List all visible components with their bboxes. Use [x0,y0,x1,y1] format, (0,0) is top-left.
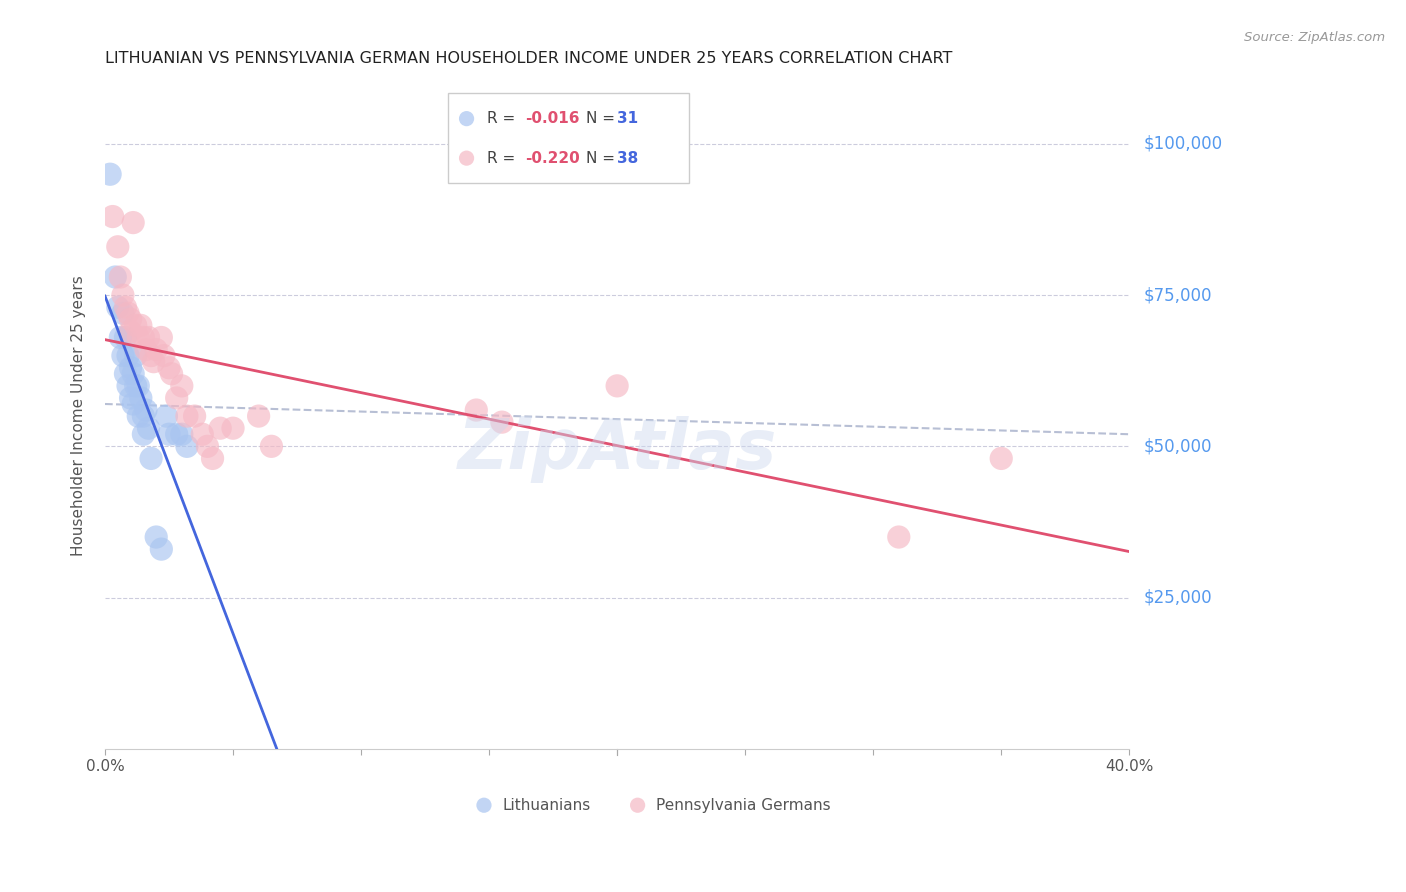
Point [117,306,139,320]
Point [150,542,173,557]
Point [155,409,177,423]
Point [209,421,232,435]
Point [98,167,121,181]
Point [138,421,160,435]
Point [120,360,142,375]
Point [197,439,219,453]
Point [127,379,149,393]
Point [107,300,129,314]
Point [990,451,1012,466]
Point [114,300,136,314]
Text: $75,000: $75,000 [1143,286,1212,304]
Point [110,330,132,344]
Point [150,330,173,344]
Point [117,349,139,363]
Text: N =: N = [586,112,616,126]
Point [465,403,488,417]
Text: R =: R = [486,112,515,126]
Point [1042,741,1064,756]
Text: Source: ZipAtlas.com: Source: ZipAtlas.com [1244,31,1385,45]
Point [138,330,160,344]
Point [122,367,145,381]
Point [170,427,193,442]
Y-axis label: Householder Income Under 25 years: Householder Income Under 25 years [72,276,86,557]
Point [145,343,167,357]
Point [122,216,145,230]
Point [176,439,198,453]
Point [111,288,134,302]
Point [111,306,134,320]
Text: 31: 31 [617,112,638,126]
Point [120,391,142,405]
Text: LITHUANIAN VS PENNSYLVANIA GERMAN HOUSEHOLDER INCOME UNDER 25 YEARS CORRELATION : LITHUANIAN VS PENNSYLVANIA GERMAN HOUSEH… [105,51,952,66]
Point [114,367,136,381]
Point [222,421,245,435]
Point [120,325,142,339]
Point [157,360,180,375]
Text: Lithuanians: Lithuanians [502,797,591,813]
Point [135,343,157,357]
Text: $25,000: $25,000 [1143,589,1212,607]
Point [166,391,188,405]
Point [129,318,152,333]
Point [260,439,283,453]
Point [127,330,149,344]
Point [887,530,910,544]
Point [114,330,136,344]
Point [132,409,155,423]
Point [491,415,513,429]
Point [606,379,628,393]
Point [125,318,148,333]
FancyBboxPatch shape [449,94,689,183]
Point [101,210,124,224]
Point [142,354,165,368]
Point [166,427,188,442]
Text: $50,000: $50,000 [1143,437,1212,455]
Text: N =: N = [586,151,616,166]
Text: 38: 38 [617,151,638,166]
Point [191,427,214,442]
Text: ZipAtlas: ZipAtlas [457,416,778,483]
Point [107,240,129,254]
Point [153,349,176,363]
Point [176,409,198,423]
Text: -0.220: -0.220 [524,151,579,166]
Point [132,330,155,344]
Point [110,270,132,285]
Point [120,312,142,326]
Point [135,403,157,417]
Point [145,530,167,544]
Point [157,427,180,442]
Text: R =: R = [486,151,515,166]
Point [111,349,134,363]
Point [170,379,193,393]
Point [125,349,148,363]
Point [125,379,148,393]
Point [998,741,1021,756]
Text: Pennsylvania Germans: Pennsylvania Germans [657,797,831,813]
Point [139,349,162,363]
Point [247,409,270,423]
Point [127,409,149,423]
Point [129,391,152,405]
Point [998,741,1021,756]
Point [122,397,145,411]
Text: -0.016: -0.016 [524,112,579,126]
Point [132,427,155,442]
Point [201,451,224,466]
Point [104,270,127,285]
Point [183,409,205,423]
Point [139,451,162,466]
Text: $100,000: $100,000 [1143,135,1222,153]
Point [160,367,183,381]
Point [117,379,139,393]
